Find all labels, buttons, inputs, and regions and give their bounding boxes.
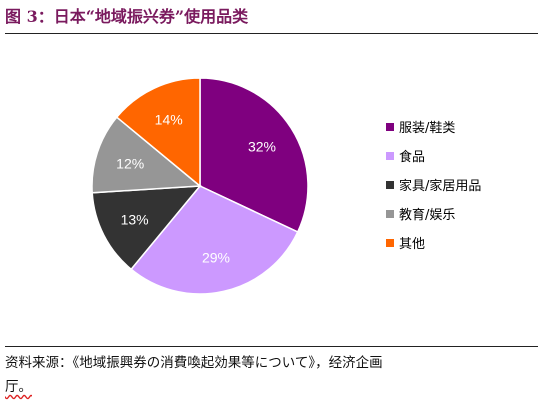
pie-slice (199, 77, 309, 233)
slice-value-label: 29% (202, 250, 230, 266)
pie-slice (115, 77, 201, 188)
legend-swatch (386, 152, 394, 160)
pie-slices (91, 77, 309, 295)
legend-label: 服装/鞋类 (399, 120, 455, 136)
legend-label: 其他 (399, 237, 425, 252)
legend-swatch (386, 210, 394, 218)
slice-value-label: 14% (155, 112, 183, 128)
legend-label: 教育/娱乐 (399, 207, 455, 223)
slice-value-label: 32% (248, 139, 276, 155)
pie-slice (91, 185, 202, 271)
source-note: 资料来源：《地域振興券の消費喚起効果等について》，经济企画 厅。 (5, 351, 535, 399)
pie-slice (91, 116, 202, 194)
source-line-1: 资料来源：《地域振興券の消費喚起効果等について》，经济企画 (5, 355, 383, 371)
pie-slice-labels: 32% 29% 13% 12% 14% (116, 112, 276, 266)
legend-label: 家具/家居用品 (399, 178, 481, 194)
title-divider (5, 33, 538, 34)
slice-value-label: 12% (116, 155, 144, 171)
legend-swatch (386, 123, 394, 131)
pie-slice (130, 185, 299, 295)
slice-value-label: 13% (121, 211, 149, 227)
legend-swatch (386, 181, 394, 189)
legend-swatch (386, 239, 394, 247)
source-line-2: 厅。 (5, 379, 32, 395)
source-divider (5, 346, 538, 347)
figure-title: 图 3：日本“地域振兴券”使用品类 (5, 7, 249, 26)
legend-label: 食品 (399, 149, 425, 165)
